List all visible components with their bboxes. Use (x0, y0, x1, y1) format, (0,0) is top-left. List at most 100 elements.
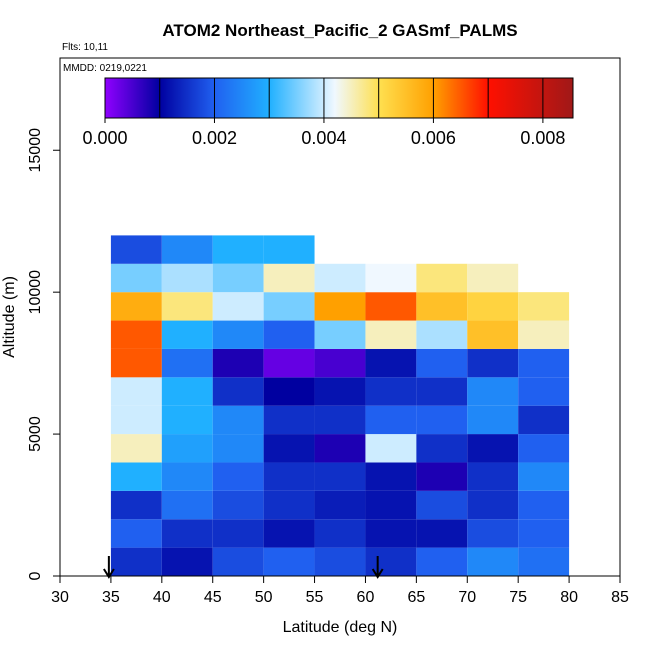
cell (212, 490, 264, 520)
cell (263, 320, 315, 349)
cell (161, 320, 213, 349)
cell (365, 519, 417, 548)
cell (467, 434, 519, 463)
cell (365, 547, 417, 576)
cell (110, 405, 162, 435)
arrow (103, 556, 115, 579)
cell (110, 235, 162, 264)
cell (161, 263, 213, 293)
colorbar-tick-label: 0.006 (411, 128, 456, 148)
cell (263, 490, 315, 520)
cell (161, 377, 213, 406)
cell (467, 405, 519, 435)
cell (416, 377, 468, 406)
cell (365, 490, 417, 520)
cell (416, 462, 468, 491)
cell (110, 320, 162, 349)
cell (110, 377, 162, 406)
cell (518, 490, 570, 520)
cell (314, 405, 366, 435)
cell (365, 377, 417, 406)
annotation: MMDD: 0219,0221 (63, 63, 147, 74)
cell (314, 547, 366, 576)
cell (467, 490, 519, 520)
cell (161, 292, 213, 321)
cell (212, 434, 264, 463)
cell (161, 235, 213, 264)
colorbar-tick-label: 0.004 (301, 128, 346, 148)
cell (212, 320, 264, 349)
cell (161, 490, 213, 520)
cell (110, 547, 162, 576)
cell (161, 547, 213, 576)
colorbar-tick-label: 0.008 (520, 128, 565, 148)
cell (212, 519, 264, 548)
x-tick-label: 40 (153, 589, 171, 606)
cell (365, 405, 417, 435)
cell (416, 490, 468, 520)
cell (212, 547, 264, 576)
cell (314, 377, 366, 406)
cell (416, 263, 468, 293)
x-tick-label: 55 (306, 589, 324, 606)
cell (110, 490, 162, 520)
annotation: Flts: 10,11 (62, 42, 108, 53)
x-tick-label: 80 (560, 589, 578, 606)
cell (263, 462, 315, 491)
colorbar-tick-label: 0.002 (192, 128, 237, 148)
cell (263, 348, 315, 378)
cell (212, 462, 264, 491)
cell (416, 434, 468, 463)
x-tick-label: 45 (204, 589, 222, 606)
x-axis-label: Latitude (deg N) (283, 619, 398, 636)
chart-title: ATOM2 Northeast_Pacific_2 GASmf_PALMS (162, 21, 517, 40)
cell (518, 292, 570, 321)
y-tick-label: 5000 (27, 416, 44, 452)
cell (263, 235, 315, 264)
cell (212, 405, 264, 435)
cell (161, 348, 213, 378)
x-tick-label: 30 (51, 589, 69, 606)
x-tick-label: 70 (458, 589, 476, 606)
cell (110, 292, 162, 321)
cell (416, 320, 468, 349)
cell (212, 235, 264, 264)
cell (110, 434, 162, 463)
y-tick-label: 15000 (27, 128, 44, 173)
cell (314, 348, 366, 378)
cell (161, 462, 213, 491)
plot-frame (59, 57, 621, 577)
cell (467, 263, 519, 293)
y-tick-label: 10000 (27, 270, 44, 315)
x-tick-label: 50 (255, 589, 273, 606)
cell (161, 434, 213, 463)
cell (314, 320, 366, 349)
cell (467, 462, 519, 491)
cell (416, 547, 468, 576)
cell (263, 519, 315, 548)
cell (518, 320, 570, 349)
cell (263, 405, 315, 435)
cell (263, 434, 315, 463)
cell (518, 547, 570, 576)
x-tick-label: 60 (357, 589, 375, 606)
cell (467, 377, 519, 406)
cell (314, 519, 366, 548)
colorbar (104, 77, 574, 119)
cell (518, 462, 570, 491)
cell (467, 320, 519, 349)
cell (314, 490, 366, 520)
cell (263, 547, 315, 576)
x-tick-label: 65 (407, 589, 425, 606)
cell (263, 292, 315, 321)
cell (263, 263, 315, 293)
cell (110, 263, 162, 293)
cell (467, 519, 519, 548)
cell (314, 434, 366, 463)
x-tick-label: 35 (102, 589, 120, 606)
cell (365, 320, 417, 349)
cell (365, 462, 417, 491)
cell (314, 462, 366, 491)
cell (467, 348, 519, 378)
